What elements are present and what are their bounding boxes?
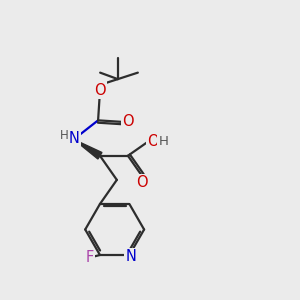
Text: O: O: [94, 82, 105, 98]
Text: F: F: [85, 250, 94, 266]
Text: O: O: [147, 134, 158, 148]
Text: O: O: [136, 176, 148, 190]
Text: N: N: [69, 131, 80, 146]
Text: O: O: [123, 114, 134, 129]
Text: H: H: [158, 135, 168, 148]
Polygon shape: [74, 140, 102, 159]
Text: H: H: [60, 129, 69, 142]
Text: N: N: [125, 249, 136, 264]
